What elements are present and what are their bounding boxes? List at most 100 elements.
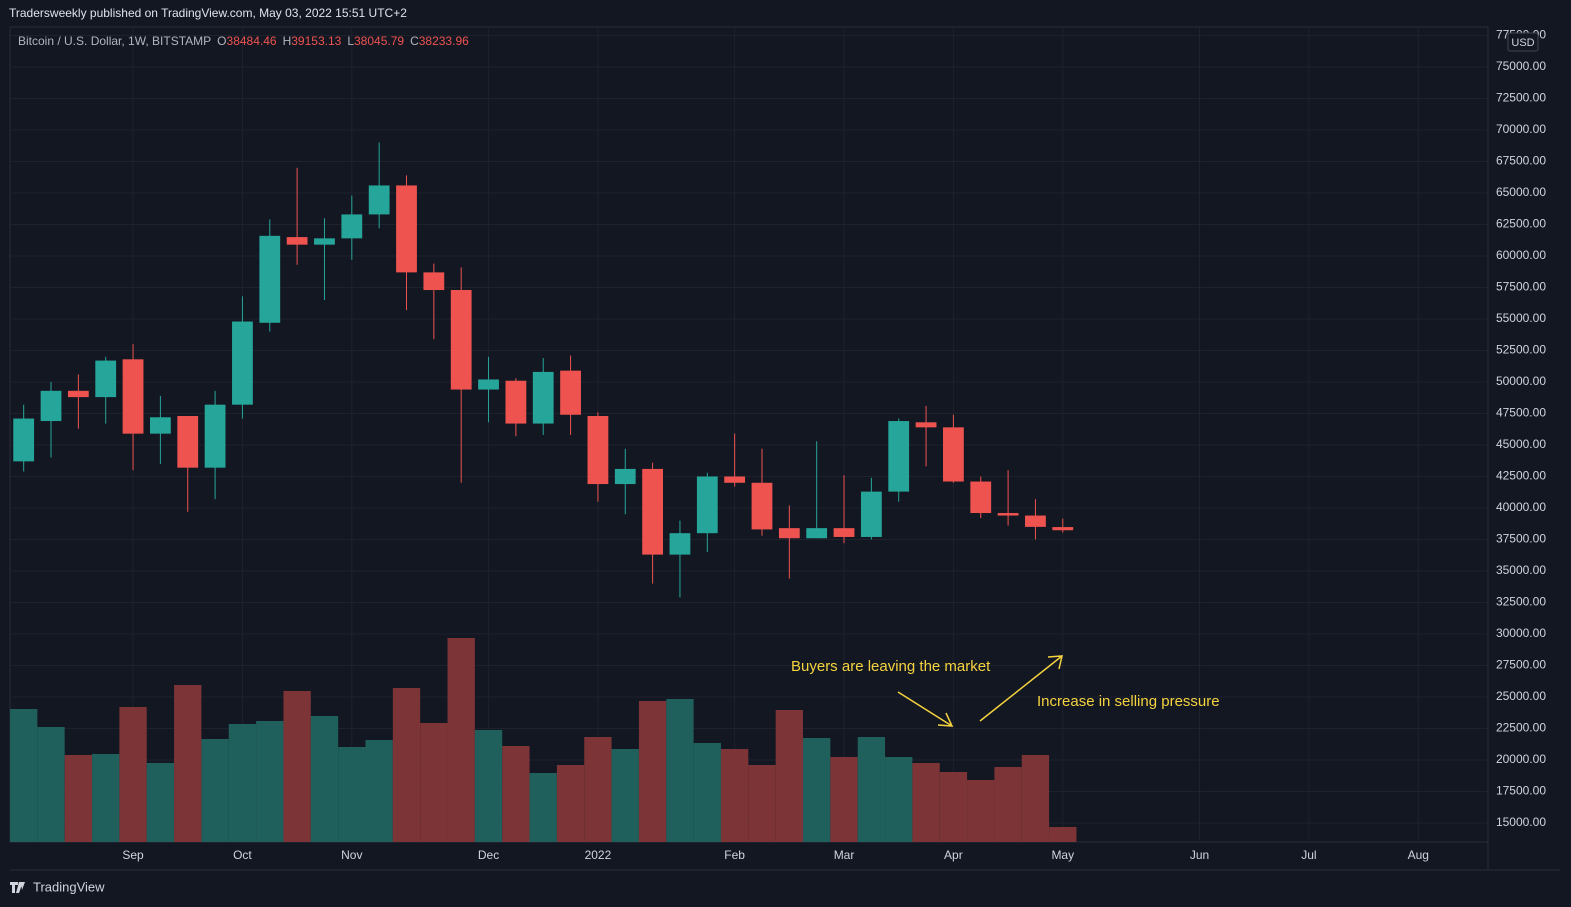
volume-bar	[611, 749, 639, 842]
candle-body	[778, 528, 800, 539]
candle-body	[806, 528, 828, 539]
volume-bar	[474, 730, 503, 842]
footer-logo: TradingView	[33, 879, 105, 894]
legend-letter: L	[347, 34, 354, 48]
y-tick-label: 22500.00	[1496, 721, 1546, 735]
y-tick-label: 15000.00	[1496, 815, 1546, 829]
arrow	[897, 691, 954, 727]
x-tick-label: Nov	[341, 848, 362, 862]
volume-bar	[912, 763, 940, 842]
candle-body	[943, 427, 964, 482]
y-tick-label: 40000.00	[1496, 500, 1546, 514]
volume-bar	[994, 767, 1022, 842]
volume-bar	[365, 740, 393, 842]
volume-bar	[1021, 755, 1050, 842]
y-tick-label: 72500.00	[1496, 91, 1546, 105]
x-tick-label: 2022	[585, 848, 612, 862]
y-tick-label: 32500.00	[1496, 595, 1546, 609]
volume-bar	[174, 685, 202, 842]
y-tick-label: 17500.00	[1496, 784, 1546, 798]
arrows	[897, 655, 1063, 727]
x-tick-label: Oct	[233, 848, 252, 862]
volume-bar	[666, 699, 694, 842]
candle-body	[1025, 515, 1046, 527]
legend-letter: O	[217, 34, 227, 48]
y-tick-label: 35000.00	[1496, 563, 1546, 577]
candle-body	[95, 360, 117, 398]
candle-body	[204, 404, 226, 468]
volume-bar	[283, 691, 311, 842]
legend-title: Bitcoin / U.S. Dollar, 1W, BITSTAMP	[18, 34, 212, 48]
candle-body	[122, 359, 144, 434]
volume-bar	[584, 737, 612, 842]
y-tick-label: 55000.00	[1496, 311, 1546, 325]
x-tick-label: May	[1051, 848, 1074, 862]
x-tick-label: Aug	[1408, 848, 1429, 862]
volume-bar	[447, 638, 475, 842]
candle-body	[341, 214, 363, 239]
candle-body	[314, 238, 335, 245]
candle-body	[40, 390, 62, 422]
y-tick-label: 25000.00	[1496, 689, 1546, 703]
candle-body	[997, 513, 1019, 516]
candle-body	[970, 481, 992, 514]
y-tick-label: 60000.00	[1496, 248, 1546, 262]
legend-value: 38233.96	[418, 34, 469, 48]
candle-body	[505, 380, 527, 424]
candles	[13, 142, 1074, 598]
y-tick-label: 30000.00	[1496, 626, 1546, 640]
y-tick-label: 67500.00	[1496, 154, 1546, 168]
y-tick-label: 75000.00	[1496, 59, 1546, 73]
candle-body	[669, 533, 691, 555]
volume-bar	[775, 710, 804, 842]
candle-body	[450, 290, 472, 390]
candle-body	[67, 390, 89, 398]
y-tick-label: 42500.00	[1496, 469, 1546, 483]
y-tick-label: 27500.00	[1496, 658, 1546, 672]
currency: USD	[1511, 37, 1534, 49]
candle-body	[13, 418, 35, 462]
volume-bar	[638, 701, 667, 842]
candle-body	[532, 371, 554, 424]
annotation: Buyers are leaving the market	[791, 658, 991, 675]
y-tick-label: 57500.00	[1496, 280, 1546, 294]
legend-value: 38484.46	[226, 34, 277, 48]
volume-bar	[720, 749, 749, 842]
candle-body	[478, 379, 499, 390]
y-tick-label: 70000.00	[1496, 122, 1546, 136]
candle-body	[587, 416, 609, 485]
y-tick-label: 37500.00	[1496, 532, 1546, 546]
arrow	[979, 655, 1063, 722]
y-tick-label: 20000.00	[1496, 752, 1546, 766]
candle-body	[696, 476, 718, 534]
header: Tradersweekly published on TradingView.c…	[9, 6, 407, 20]
candle-body	[150, 417, 171, 434]
logo-icon	[10, 882, 25, 893]
legend-value: 39153.13	[291, 34, 342, 48]
volume-bar	[92, 754, 120, 842]
legend: Bitcoin / U.S. Dollar, 1W, BITSTAMP O3848…	[18, 34, 469, 48]
candle-body	[368, 185, 390, 215]
x-tick-label: Jun	[1190, 848, 1209, 862]
candle-body	[286, 237, 308, 245]
volume-bar	[857, 737, 886, 842]
x-tick-label: Apr	[944, 848, 963, 862]
y-tick-label: 52500.00	[1496, 343, 1546, 357]
volume-bar	[119, 707, 147, 842]
candle-body	[177, 416, 199, 468]
volume-bar	[803, 738, 831, 842]
volume-bar	[556, 765, 585, 842]
volume-bar	[256, 721, 284, 842]
candle-body	[423, 272, 445, 291]
volume-bar	[693, 743, 721, 842]
legend-letter: H	[282, 34, 292, 48]
currency-box	[1507, 32, 1539, 52]
candle-body	[614, 468, 636, 485]
x-tick-label: Dec	[478, 848, 499, 862]
axes: 15000.00 17500.00 20000.00 22500.00 25000.00…	[122, 28, 1546, 862]
volume-bar	[10, 709, 38, 842]
legend-value: 38045.79	[354, 34, 405, 48]
volume-bar	[338, 747, 366, 842]
volume-bar	[420, 723, 448, 842]
